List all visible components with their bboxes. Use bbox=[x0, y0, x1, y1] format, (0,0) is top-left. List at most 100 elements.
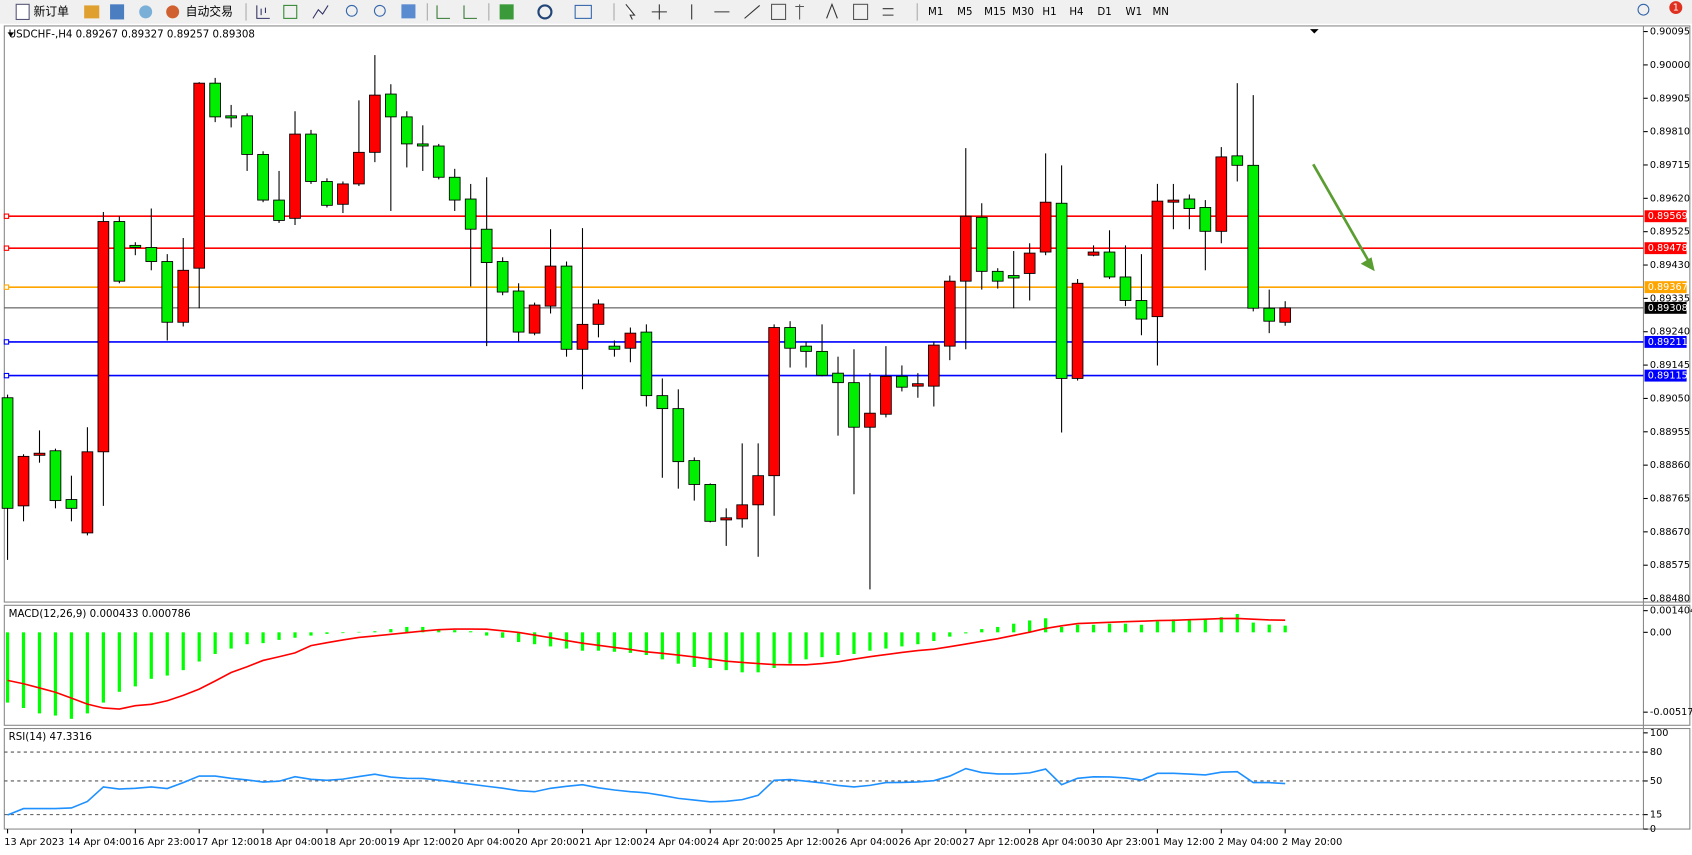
candle-body bbox=[1071, 282, 1084, 379]
candle-body bbox=[97, 221, 110, 453]
y-tick-label: 0.89905 bbox=[1650, 93, 1690, 104]
low: 0.89257 bbox=[167, 29, 209, 41]
x-tick-label: 26 Apr 04:00 bbox=[835, 837, 898, 848]
x-tick-label: 18 Apr 20:00 bbox=[324, 837, 387, 848]
timeframe-button[interactable]: M1 bbox=[928, 6, 943, 18]
candle-body bbox=[672, 408, 685, 463]
icon-new-order bbox=[15, 3, 30, 20]
x-tick-label: 20 Apr 20:00 bbox=[515, 837, 578, 848]
candle-body bbox=[448, 176, 461, 201]
x-tick-label: 1 May 12:00 bbox=[1154, 837, 1214, 848]
x-tick-label: 27 Apr 12:00 bbox=[963, 837, 1026, 848]
candle-body bbox=[1055, 202, 1068, 379]
macd-window bbox=[3, 604, 1691, 726]
macd-bar bbox=[1059, 626, 1064, 633]
macd-bar bbox=[213, 632, 217, 654]
macd-value: 0.000433 bbox=[90, 608, 139, 620]
candle-body bbox=[752, 475, 764, 506]
icon bbox=[139, 5, 153, 19]
candle-body bbox=[848, 382, 860, 428]
candle-body bbox=[1103, 251, 1116, 278]
rsi-value: 47.3316 bbox=[50, 731, 92, 743]
auto-trading[interactable]: 自动交易 bbox=[186, 4, 233, 18]
macd-bar bbox=[692, 632, 696, 667]
rsi-window bbox=[3, 727, 1691, 830]
rsi-label: RSI(14) bbox=[9, 731, 47, 743]
macd-bar bbox=[756, 632, 760, 673]
level-marker bbox=[3, 245, 10, 251]
y-tick-label: 0 bbox=[1650, 824, 1656, 835]
macd-bar bbox=[1091, 624, 1096, 633]
candle-body bbox=[1119, 276, 1132, 301]
macd-bar bbox=[261, 632, 265, 644]
x-tick-label: 26 Apr 20:00 bbox=[899, 837, 962, 848]
macd-bar bbox=[341, 632, 345, 634]
candle-body bbox=[736, 504, 749, 520]
macd-bar bbox=[437, 629, 441, 633]
candle-body bbox=[480, 228, 493, 264]
y-tick-label: 0.88955 bbox=[1650, 427, 1690, 438]
x-tick-label: 28 Apr 04:00 bbox=[1026, 837, 1089, 848]
y-tick-label: 0.89715 bbox=[1650, 160, 1690, 171]
candle-body bbox=[1199, 207, 1212, 232]
icon-text-a bbox=[826, 2, 838, 19]
candle-body bbox=[816, 350, 828, 376]
y-tick-label: 0.89430 bbox=[1650, 260, 1690, 271]
timeframe-button[interactable]: D1 bbox=[1097, 6, 1111, 18]
candle-body bbox=[640, 331, 653, 397]
new-order[interactable]: 新订单 bbox=[33, 4, 69, 18]
macd-bar bbox=[868, 632, 872, 651]
macd-bar bbox=[932, 632, 936, 641]
candle-body bbox=[720, 517, 733, 521]
icon-tile bbox=[401, 4, 416, 19]
candle-body bbox=[241, 115, 253, 155]
icon-search[interactable] bbox=[1637, 3, 1650, 16]
timeframe-button[interactable]: MN bbox=[1152, 6, 1169, 18]
macd-bar bbox=[596, 632, 601, 651]
candle-body bbox=[1135, 300, 1148, 320]
icon-templates bbox=[574, 4, 592, 19]
macd-bar bbox=[516, 632, 521, 643]
main-window bbox=[3, 25, 1691, 603]
price-label-box bbox=[1644, 301, 1687, 314]
level-label-box bbox=[1644, 281, 1687, 294]
macd-bar bbox=[53, 632, 58, 716]
macd-bar bbox=[85, 632, 90, 714]
timeframe-button[interactable]: H4 bbox=[1069, 6, 1083, 18]
macd-bar bbox=[469, 631, 473, 633]
macd-bar bbox=[37, 632, 42, 714]
macd-bar bbox=[532, 632, 537, 645]
price-label: 0.89308 bbox=[1648, 303, 1688, 314]
candle-body bbox=[975, 216, 988, 272]
level-label-box bbox=[1644, 242, 1687, 255]
timeframe-button[interactable]: H1 bbox=[1042, 6, 1056, 18]
timeframe-button[interactable]: M30 bbox=[1012, 6, 1034, 18]
candle-body bbox=[33, 452, 46, 456]
candle-body bbox=[560, 265, 573, 350]
y-tick-label: 0.89050 bbox=[1650, 393, 1690, 404]
macd-bar bbox=[1171, 619, 1176, 633]
macd-bar bbox=[181, 632, 185, 671]
candle-body bbox=[161, 261, 174, 323]
icon-text-f bbox=[795, 4, 804, 20]
shift-marker bbox=[1310, 29, 1319, 34]
candle-body bbox=[1247, 164, 1260, 309]
macd-bar bbox=[165, 632, 169, 676]
timeframe-button[interactable]: W1 bbox=[1125, 6, 1142, 18]
timeframe-button[interactable]: M15 bbox=[984, 6, 1006, 18]
y-tick-label: 0.00 bbox=[1650, 627, 1672, 638]
macd-bar bbox=[900, 632, 904, 647]
candle-body bbox=[177, 269, 190, 323]
timeframe-button[interactable]: M5 bbox=[957, 6, 972, 18]
level-marker bbox=[3, 339, 10, 345]
icon-zoom-out bbox=[373, 4, 386, 17]
icon-zoom-in bbox=[345, 4, 358, 17]
macd-bar bbox=[884, 632, 888, 649]
candle-body bbox=[1007, 275, 1020, 279]
macd-bar bbox=[1155, 621, 1160, 633]
candle-body bbox=[65, 499, 78, 509]
level-label-box bbox=[1644, 369, 1687, 382]
candle-body bbox=[305, 133, 317, 182]
icon-lines bbox=[691, 4, 761, 20]
y-tick-label: 80 bbox=[1650, 747, 1662, 758]
